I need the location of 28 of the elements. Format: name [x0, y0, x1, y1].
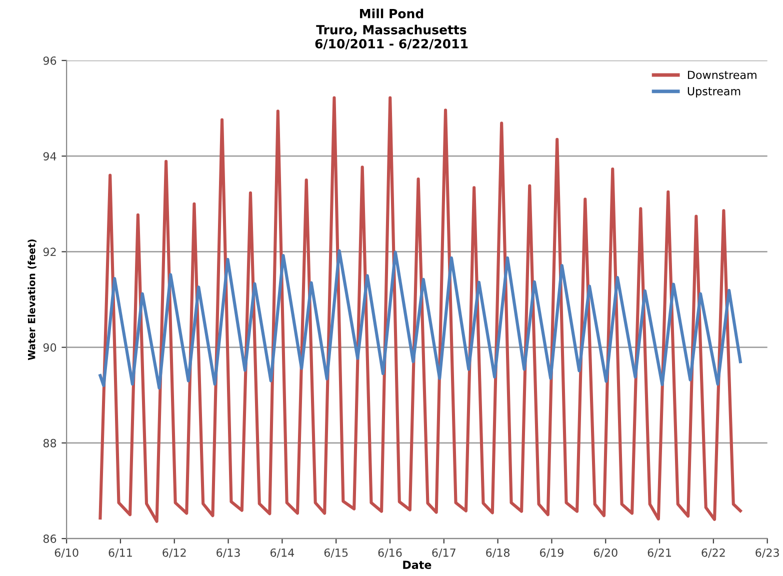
x-tick-label: 6/21 — [648, 548, 671, 558]
x-tick-label: 6/14 — [270, 548, 294, 558]
x-tick-label: 6/23 — [756, 548, 779, 558]
x-axis-title: Date — [403, 560, 432, 570]
x-tick-label: 6/11 — [108, 548, 132, 558]
chart-subtitle: Truro, Massachusetts 6/10/2011 - 6/22/2011 — [315, 24, 468, 50]
line-series — [98, 249, 742, 390]
x-tick-label: 6/19 — [540, 548, 564, 558]
y-tick-label: 90 — [43, 343, 56, 352]
legend-label: Downstream — [688, 70, 756, 80]
x-tick-label: 6/20 — [594, 548, 618, 558]
y-axis-title: Water Elevation (feet) — [28, 239, 36, 360]
y-tick-label: 92 — [43, 248, 56, 256]
legend-label: Upstream — [688, 87, 740, 98]
x-tick-label: 6/13 — [216, 548, 240, 558]
x-tick-label: 6/10 — [54, 548, 78, 558]
chart-title: Mill Pond — [360, 8, 424, 18]
x-tick-label: 6/22 — [702, 548, 725, 558]
y-tick-label: 94 — [43, 152, 56, 160]
x-tick-label: 6/18 — [486, 548, 510, 558]
x-tick-label: 6/12 — [162, 548, 186, 558]
x-tick-label: 6/17 — [432, 548, 456, 558]
y-tick-label: 86 — [43, 534, 56, 543]
x-tick-label: 6/16 — [378, 548, 402, 558]
y-tick-label: 88 — [43, 438, 56, 448]
y-tick-label: 96 — [43, 56, 56, 65]
x-tick-label: 6/15 — [324, 548, 348, 558]
line-series — [98, 96, 742, 523]
